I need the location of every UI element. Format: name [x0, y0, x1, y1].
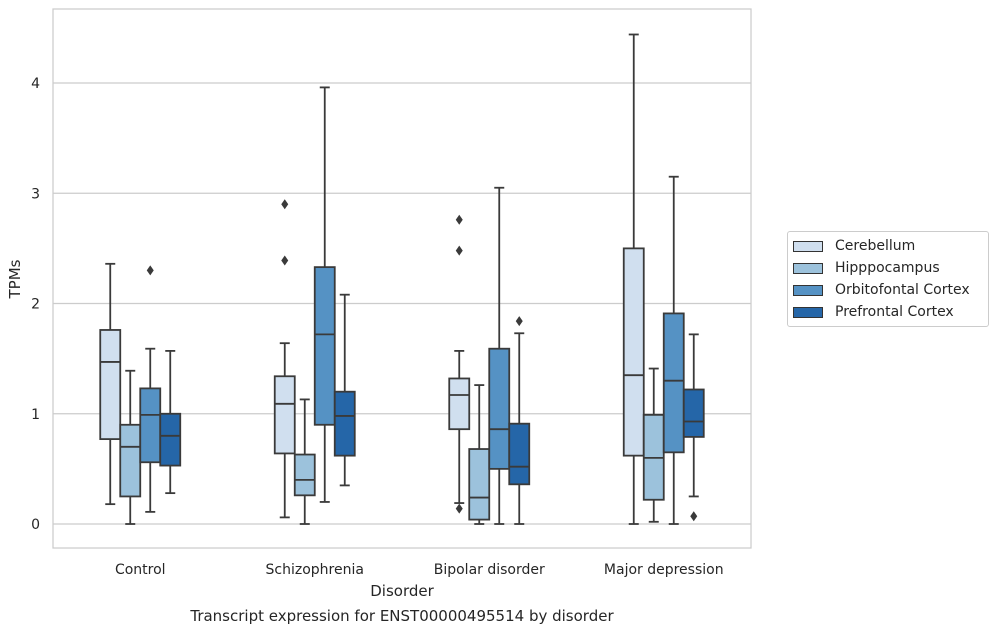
- chart-title: Transcript expression for ENST0000049551…: [189, 607, 614, 625]
- box-plot: [468, 384, 491, 525]
- box-plot: [313, 86, 336, 503]
- box-plot: [488, 186, 511, 525]
- x-tick-label: Schizophrenia: [266, 562, 364, 578]
- box-plot: [99, 262, 122, 506]
- box-plot: [159, 350, 182, 495]
- box-plot: [293, 398, 316, 525]
- box-plot: [119, 369, 142, 525]
- box: [448, 377, 471, 431]
- box: [159, 412, 182, 467]
- box: [333, 390, 356, 457]
- box-plot: [333, 293, 356, 487]
- legend-label: Cerebellum: [835, 238, 916, 254]
- legend-label: Hipppocampus: [835, 260, 940, 276]
- outlier-point: [455, 503, 463, 514]
- x-tick-label: Bipolar disorder: [434, 562, 545, 578]
- legend-item-cerebellum: Cerebellum: [793, 238, 915, 254]
- box: [488, 347, 511, 470]
- legend-label: Orbitofontal Cortex: [835, 282, 970, 298]
- y-tick-label: 0: [31, 517, 40, 533]
- plot-frame: [52, 8, 752, 549]
- outlier-point: [281, 199, 289, 210]
- outlier-point: [455, 214, 463, 225]
- legend-label: Prefrontal Cortex: [835, 304, 954, 320]
- box: [99, 329, 122, 441]
- box: [622, 247, 645, 457]
- y-tick-label: 2: [31, 297, 40, 313]
- box-plot: [508, 316, 531, 525]
- box: [508, 422, 531, 486]
- outlier-point: [455, 245, 463, 256]
- box: [468, 448, 491, 521]
- outlier-point: [515, 316, 523, 327]
- box-plot: [682, 333, 705, 522]
- box: [119, 423, 142, 498]
- x-tick-label: Major depression: [604, 562, 724, 578]
- box-plots: [99, 33, 705, 525]
- legend-swatch: [793, 240, 823, 252]
- box: [273, 375, 296, 455]
- box: [313, 266, 336, 426]
- legend-item-orbitofrontal-cortex: Orbitofontal Cortex: [793, 282, 970, 298]
- box: [662, 312, 685, 454]
- outlier-point: [690, 511, 698, 522]
- y-axis-label: TPMs: [6, 259, 24, 299]
- legend-item-prefrontal-cortex: Prefrontal Cortex: [793, 304, 954, 320]
- y-tick-label: 4: [31, 76, 40, 92]
- box: [139, 387, 162, 464]
- legend-swatch: [793, 284, 823, 296]
- box-plot: [273, 199, 296, 519]
- box-plot: [139, 265, 162, 513]
- box-plot: [448, 214, 471, 514]
- box: [293, 453, 316, 497]
- box-plot: [642, 367, 665, 523]
- legend-item-hippocampus: Hipppocampus: [793, 260, 940, 276]
- box: [682, 388, 705, 438]
- y-tick-label: 1: [31, 407, 40, 423]
- y-tick-label: 3: [31, 186, 40, 202]
- x-tick-labels: Control Schizophrenia Bipolar disorder Majo…: [115, 562, 724, 578]
- box-plot: [622, 33, 645, 525]
- legend-swatch: [793, 306, 823, 318]
- x-axis-label: Disorder: [370, 582, 434, 600]
- y-tick-labels: 0 1 2 3 4: [31, 76, 40, 533]
- legend-swatch: [793, 262, 823, 274]
- outlier-point: [146, 265, 154, 276]
- legend: Cerebellum Hipppocampus Orbitofontal Cor…: [787, 231, 989, 327]
- x-tick-label: Control: [115, 562, 166, 578]
- outlier-point: [281, 255, 289, 266]
- box-plot: [662, 175, 685, 525]
